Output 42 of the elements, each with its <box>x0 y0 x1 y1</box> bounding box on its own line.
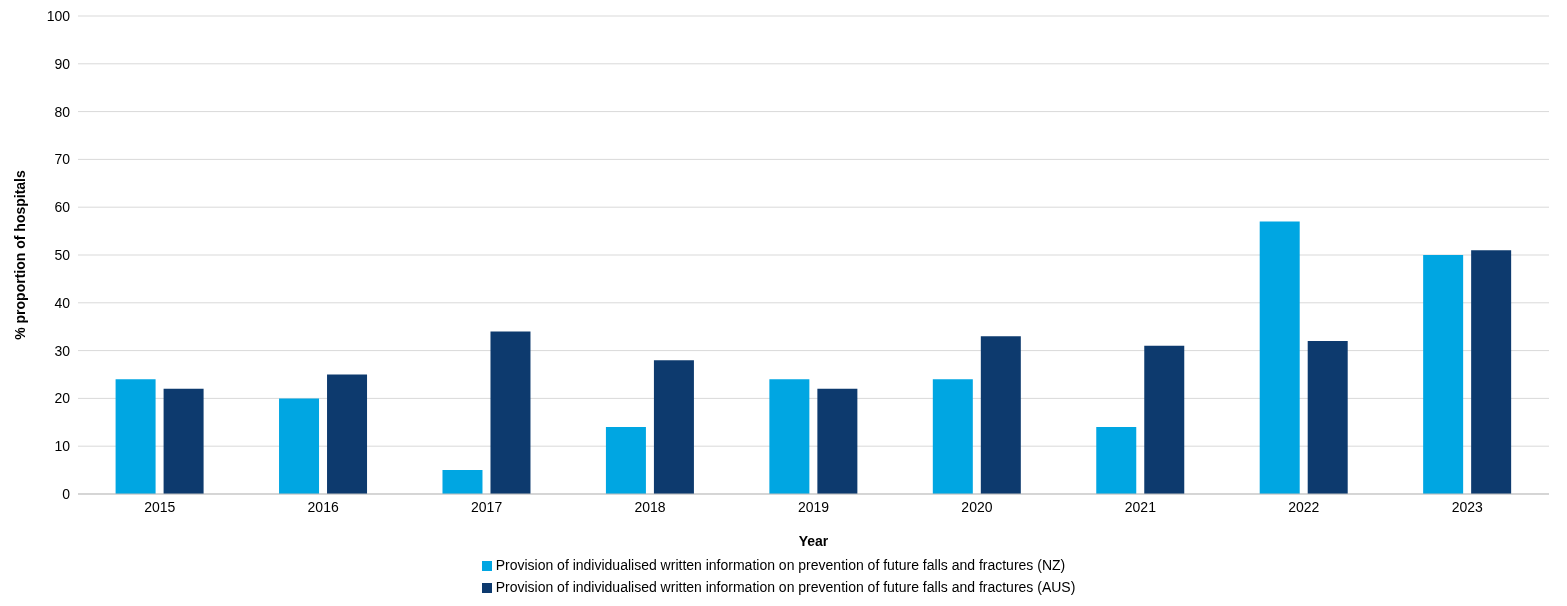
bar <box>653 360 694 494</box>
y-tick-label: 50 <box>54 246 71 263</box>
y-axis-title: % proportion of hospitals <box>11 170 28 340</box>
bar <box>163 388 204 494</box>
x-tick-label: 2023 <box>1451 498 1484 515</box>
bar <box>442 470 483 494</box>
bar <box>490 331 531 494</box>
x-tick-label: 2022 <box>1288 498 1320 515</box>
y-tick-label: 30 <box>54 342 71 359</box>
bar <box>115 379 156 494</box>
bar <box>817 388 858 494</box>
legend-label: Provision of individualised written information on prevention of future falls and fractures (AUS) <box>495 579 1076 595</box>
bar <box>327 374 368 494</box>
y-tick-label: 80 <box>54 103 71 120</box>
x-axis-title: Year <box>798 533 829 549</box>
bar <box>932 379 973 494</box>
x-tick-label: 2017 <box>471 498 503 515</box>
x-tick-label: 2021 <box>1124 498 1157 515</box>
bar <box>1471 250 1512 494</box>
bar <box>980 336 1021 494</box>
x-tick-label: 2019 <box>797 498 830 515</box>
y-tick-label: 70 <box>54 151 71 168</box>
y-tick-label: 20 <box>54 390 71 407</box>
x-tick-label: 2020 <box>961 498 993 515</box>
bar <box>1423 255 1464 494</box>
bar <box>769 379 810 494</box>
y-tick-label: 60 <box>54 199 71 216</box>
y-tick-label: 0 <box>62 485 71 502</box>
bar <box>1096 427 1137 494</box>
x-tick-label: 2015 <box>144 498 176 515</box>
y-tick-label: 90 <box>54 55 71 72</box>
legend-label: Provision of individualised written information on prevention of future falls and fractures (NZ) <box>495 557 1066 573</box>
x-tick-label: 2018 <box>634 498 666 515</box>
bar <box>279 398 320 494</box>
x-tick-label: 2016 <box>307 498 339 515</box>
bar <box>1307 341 1348 494</box>
bar <box>1259 221 1300 494</box>
bar <box>1144 345 1185 494</box>
bar <box>605 427 646 494</box>
y-tick-label: 10 <box>54 438 71 455</box>
y-tick-label: 40 <box>54 294 71 311</box>
y-tick-label: 100 <box>46 7 71 24</box>
